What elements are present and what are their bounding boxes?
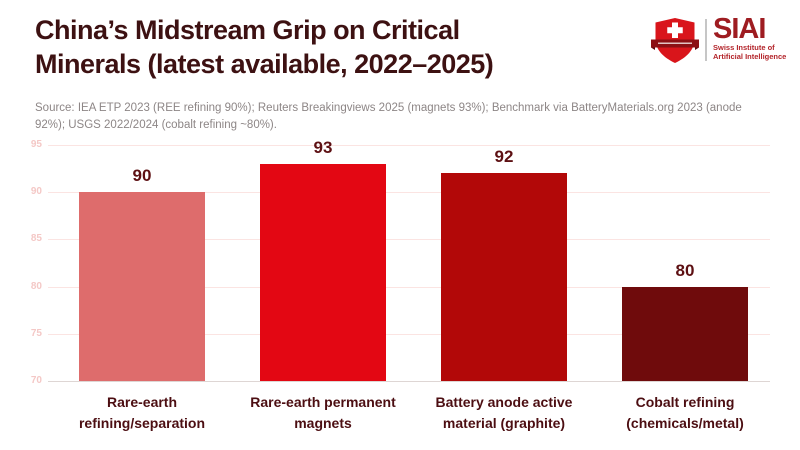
bar-3 xyxy=(441,173,567,381)
siai-shield-icon xyxy=(651,18,699,63)
page-title: China’s Midstream Grip on Critical Miner… xyxy=(35,15,494,79)
logo-subtitle-line2: Artificial Intelligence xyxy=(713,52,787,61)
logo-acronym: SIAI xyxy=(713,13,766,45)
gridline xyxy=(48,192,770,194)
logo-divider xyxy=(705,19,707,61)
y-tick-label: 95 xyxy=(30,139,42,150)
category-label: Rare-earth permanent magnets xyxy=(250,394,396,431)
y-tick-label: 75 xyxy=(30,327,42,339)
gridline xyxy=(48,239,770,241)
y-tick-label: 80 xyxy=(30,280,42,292)
gridline xyxy=(48,333,770,335)
gridline xyxy=(48,286,770,288)
siai-logo: SIAI Swiss Institute of Artificial Intel… xyxy=(650,13,787,66)
bar-value-label: 90 xyxy=(132,166,152,186)
bar-value-label: 80 xyxy=(675,260,695,280)
logo-subtitle-line1: Swiss Institute of xyxy=(713,43,775,52)
x-axis-baseline xyxy=(48,381,770,382)
plot-area: 70 75 80 85 90 95 90 Rare-earth refining/separa… xyxy=(31,138,770,431)
bar-1 xyxy=(79,192,205,381)
bar-4 xyxy=(622,286,748,381)
category-label: Cobalt refining (chemicals/metal) xyxy=(626,394,744,431)
bar-2 xyxy=(260,163,386,381)
gridline xyxy=(48,145,770,146)
bar-value-label: 92 xyxy=(494,147,514,167)
bar-value-label: 93 xyxy=(313,137,333,157)
y-tick-label: 70 xyxy=(30,375,42,386)
category-label: Battery anode active material (graphite) xyxy=(435,394,573,431)
y-tick-label: 90 xyxy=(30,186,42,198)
source-note: Source: IEA ETP 2023 (REE refining 90%);… xyxy=(35,102,742,131)
y-tick-label: 85 xyxy=(30,233,42,245)
logo-text-block: SIAI Swiss Institute of Artificial Intel… xyxy=(713,13,787,62)
category-label: Rare-earth refining/separation xyxy=(78,394,206,431)
